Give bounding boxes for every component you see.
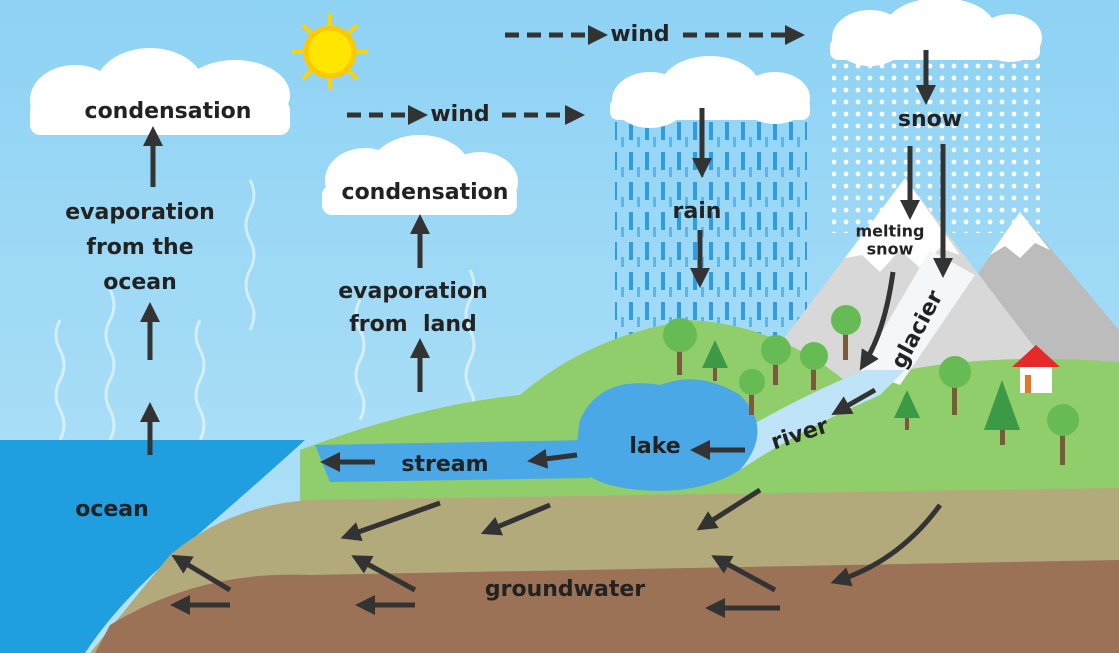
condensation-label: condensation [342, 180, 509, 205]
evaporation-label: from the [86, 235, 193, 260]
sun-part [306, 28, 354, 76]
trees-part-part [761, 335, 791, 365]
evaporation-label: evaporation [65, 200, 215, 225]
trees-part-part [739, 369, 765, 395]
ocean-label: ocean [75, 497, 149, 522]
melting-snow-label: melting [856, 222, 925, 241]
evaporation-label: evaporation [338, 279, 488, 304]
rain-drops [615, 118, 807, 348]
groundwater-label: groundwater [485, 577, 645, 602]
melting-snow-label: snow [867, 240, 914, 259]
snow-label: snow [898, 107, 962, 132]
wind-label: wind [610, 22, 669, 47]
page: {"labels": { "condensation_ocean": "cond… [0, 0, 1119, 653]
trees-part-part [939, 356, 971, 388]
stream-label: stream [401, 452, 488, 477]
trees-part-part [800, 342, 828, 370]
wind-label: wind [430, 102, 489, 127]
house-part [1025, 375, 1031, 393]
evaporation-label: ocean [103, 270, 177, 295]
trees-part-part [1047, 404, 1079, 436]
house-part [1020, 365, 1052, 393]
condensation-label: condensation [85, 99, 252, 124]
water-cycle-diagram: condensation evaporation from the ocean … [0, 0, 1119, 653]
sun [292, 14, 368, 90]
rain-label: rain [673, 199, 722, 224]
cloud-part [610, 98, 810, 120]
cloud-part [830, 38, 1040, 60]
snow-flakes [832, 58, 1040, 233]
evaporation-label: from land [349, 312, 477, 337]
lake-label: lake [629, 434, 680, 459]
trees-part-part [831, 305, 861, 335]
trees-part-part [663, 318, 697, 352]
